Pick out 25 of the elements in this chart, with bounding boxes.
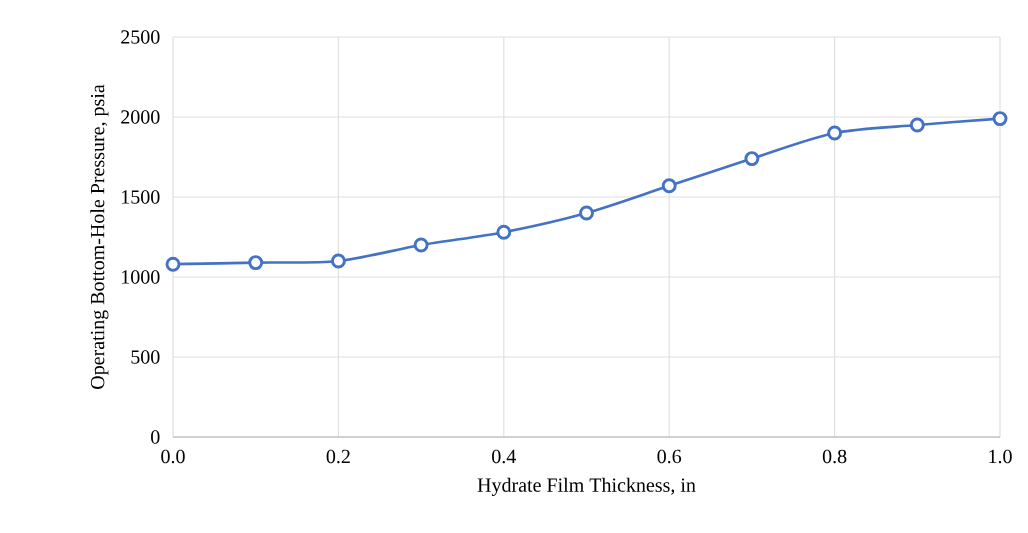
point (413, 237, 429, 253)
point (496, 224, 512, 240)
y-tick-label: 2000 (121, 110, 160, 124)
x-tick-label: 0.4 (492, 449, 516, 464)
y-tick-label: 2500 (121, 30, 160, 44)
x-tick-label: 0.2 (326, 449, 350, 464)
x-tick-label: 0.0 (161, 449, 185, 464)
point (992, 111, 1008, 127)
point (579, 205, 594, 221)
y-tick-label: 1500 (122, 190, 160, 204)
y-axis-title: Operating Bottom-Hole Pressure, psia (90, 84, 109, 389)
point (248, 255, 264, 271)
y-tick-label: 0 (151, 430, 160, 444)
y-tick-label: 500 (131, 350, 160, 364)
x-axis-title: Hydrate Film Thickness, in (477, 477, 696, 496)
y-tick-label: 1000 (122, 270, 160, 284)
point (909, 117, 925, 133)
point (661, 178, 677, 194)
point (165, 256, 181, 272)
x-tick-label: 0.6 (657, 449, 682, 464)
point (827, 125, 843, 141)
x-tick-label: 1.0 (989, 449, 1012, 464)
point (330, 253, 346, 269)
x-tick-label: 0.8 (822, 449, 847, 464)
point (744, 151, 760, 167)
